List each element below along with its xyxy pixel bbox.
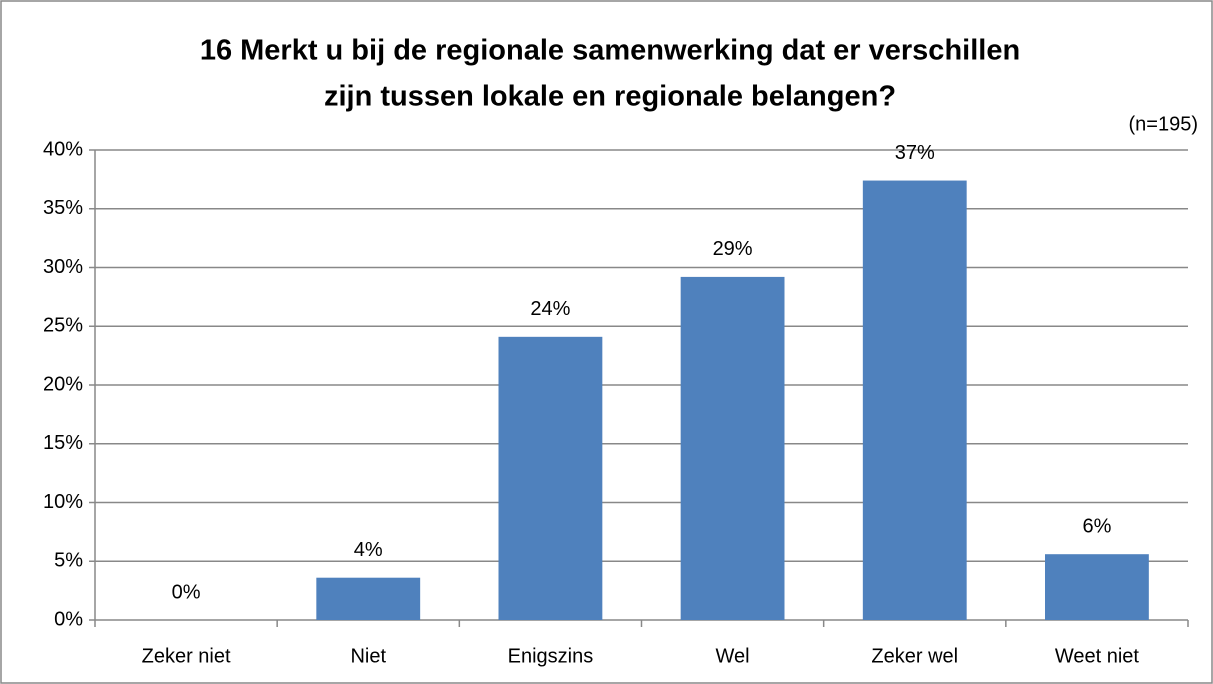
x-tick-label: Weet niet [1055,645,1140,667]
x-tick-label: Niet [350,645,386,667]
y-tick-label: 20% [43,373,83,395]
data-label: 37% [895,142,935,164]
y-tick-label: 40% [43,138,83,160]
chart-title: zijn tussen lokale en regionale belangen… [324,81,896,113]
data-label: 0% [172,581,201,603]
bar [1044,554,1149,620]
bar [680,276,785,620]
y-tick-label: 5% [54,550,83,572]
data-label: 4% [354,539,383,561]
data-label: 29% [713,238,753,260]
bar [498,336,603,620]
chart-title: 16 Merkt u bij de regionale samenwerking… [200,35,1020,67]
x-tick-label: Zeker wel [871,645,958,667]
bar [316,577,421,620]
y-tick-label: 35% [43,197,83,219]
x-tick-label: Zeker niet [142,645,231,667]
bar [862,180,967,621]
x-tick-label: Wel [716,645,750,667]
y-tick-label: 30% [43,256,83,278]
y-tick-label: 25% [43,315,83,337]
y-tick-label: 10% [43,491,83,513]
x-tick-label: Enigszins [508,645,594,667]
y-tick-label: 15% [43,432,83,454]
data-label: 6% [1082,515,1111,537]
annotation: (n=195) [1129,113,1199,135]
y-tick-label: 0% [54,608,83,630]
data-label: 24% [530,298,570,320]
